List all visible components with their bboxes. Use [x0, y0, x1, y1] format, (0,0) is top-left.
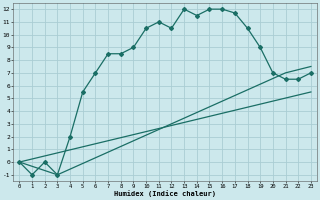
X-axis label: Humidex (Indice chaleur): Humidex (Indice chaleur)	[114, 190, 216, 197]
